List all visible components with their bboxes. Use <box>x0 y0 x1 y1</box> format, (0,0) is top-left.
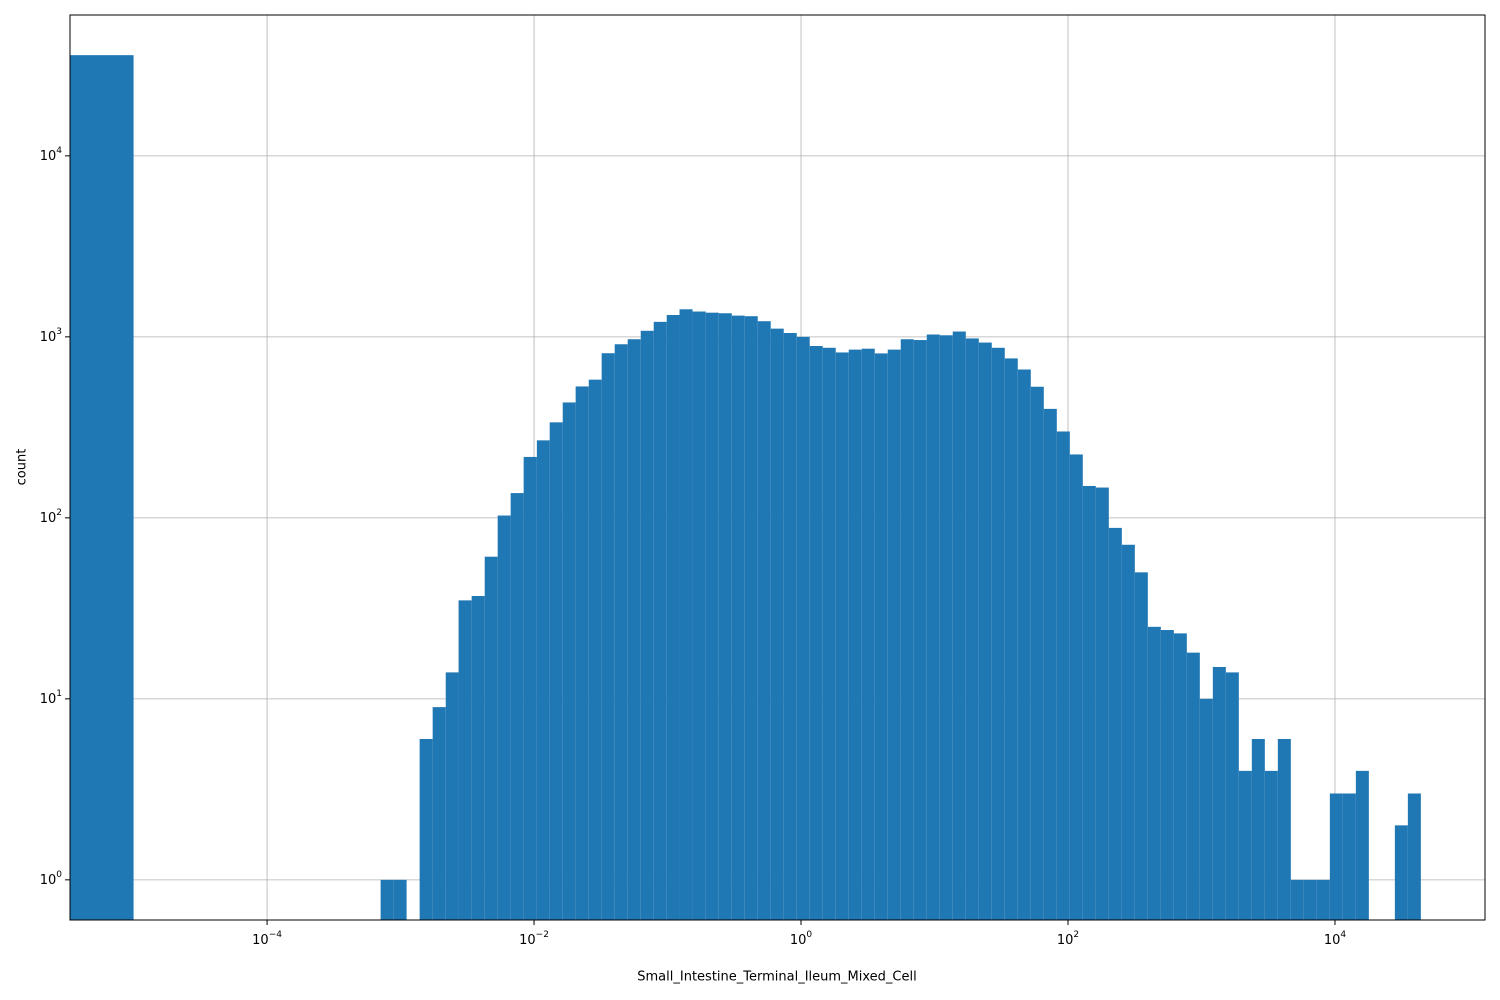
bar <box>1017 369 1031 920</box>
x-tick-label: 10−2 <box>519 930 549 948</box>
bar <box>1147 626 1161 920</box>
bar <box>1056 431 1070 920</box>
bar <box>796 336 810 920</box>
bar <box>510 493 524 920</box>
bar <box>1407 793 1421 920</box>
bar <box>757 321 771 920</box>
bar <box>575 386 589 920</box>
y-tick-label: 104 <box>40 145 63 163</box>
bar <box>70 55 134 920</box>
bar <box>536 440 550 920</box>
bar <box>1251 739 1265 920</box>
bar <box>692 311 706 920</box>
x-tick-label: 104 <box>1324 930 1347 948</box>
y-tick-label: 101 <box>40 688 62 706</box>
bar <box>978 342 992 920</box>
bar <box>471 596 485 920</box>
bar <box>666 315 680 920</box>
bar <box>900 339 914 920</box>
bar <box>913 340 927 920</box>
bar <box>1030 386 1044 920</box>
bar <box>991 347 1005 920</box>
bar <box>1186 652 1200 920</box>
y-tick-label: 100 <box>40 869 63 887</box>
bar <box>809 346 823 920</box>
bar <box>1069 454 1083 920</box>
x-tick-label: 10−4 <box>252 930 282 948</box>
bar <box>887 349 901 920</box>
bar <box>1238 770 1252 920</box>
bar <box>1108 527 1122 920</box>
bar <box>679 309 693 920</box>
bar <box>588 379 602 920</box>
bar <box>614 344 628 920</box>
bar <box>926 334 940 920</box>
bar <box>393 879 407 920</box>
bar <box>523 456 537 920</box>
x-tick-label: 100 <box>790 930 813 948</box>
bar <box>1277 739 1291 920</box>
bar <box>432 707 446 920</box>
bar <box>1264 770 1278 920</box>
bar <box>965 338 979 920</box>
bar <box>1095 487 1109 920</box>
bar <box>1212 666 1226 920</box>
ticks: 10−4 10−2 100 102 104 100 101 102 103 104 <box>40 145 1347 947</box>
bar <box>718 313 732 920</box>
y-axis-label: count <box>15 449 30 486</box>
bar <box>1043 408 1057 920</box>
bar <box>783 333 797 920</box>
bar <box>744 316 758 920</box>
bar <box>601 353 615 920</box>
x-axis-label: Small_Intestine_Terminal_Ileum_Mixed_Cel… <box>637 970 916 985</box>
bar <box>1329 793 1343 920</box>
y-tick-label: 102 <box>40 507 62 525</box>
bar <box>731 315 745 920</box>
bar <box>1160 630 1174 920</box>
bar <box>1082 485 1096 920</box>
bar <box>848 349 862 920</box>
bar <box>419 739 433 920</box>
bar <box>1355 770 1369 920</box>
bar <box>1303 879 1317 920</box>
bar <box>770 328 784 920</box>
bars <box>70 55 1421 920</box>
bar <box>1199 698 1213 920</box>
bar <box>445 672 459 920</box>
bar <box>640 330 654 920</box>
bar <box>458 600 472 920</box>
bar <box>1173 633 1187 920</box>
x-tick-label: 102 <box>1057 930 1079 948</box>
bar <box>835 352 849 920</box>
bar <box>497 515 511 920</box>
bar <box>484 556 498 920</box>
plot-frame <box>69 14 1486 921</box>
bar <box>1225 672 1239 920</box>
bar <box>1121 544 1135 920</box>
bar <box>939 335 953 920</box>
bar <box>562 402 576 920</box>
bar <box>1394 825 1408 920</box>
bar <box>380 879 394 920</box>
bar <box>627 339 641 920</box>
bar <box>1290 879 1304 920</box>
y-tick-label: 103 <box>40 326 62 344</box>
bar <box>874 353 888 920</box>
bar <box>653 321 667 920</box>
bar <box>952 331 966 920</box>
bar <box>1316 879 1330 920</box>
bar <box>549 422 563 920</box>
bar <box>1004 358 1018 920</box>
bar <box>1342 793 1356 920</box>
bar <box>1134 572 1148 920</box>
bar <box>705 312 719 920</box>
bar <box>861 348 875 920</box>
bar <box>822 347 836 920</box>
